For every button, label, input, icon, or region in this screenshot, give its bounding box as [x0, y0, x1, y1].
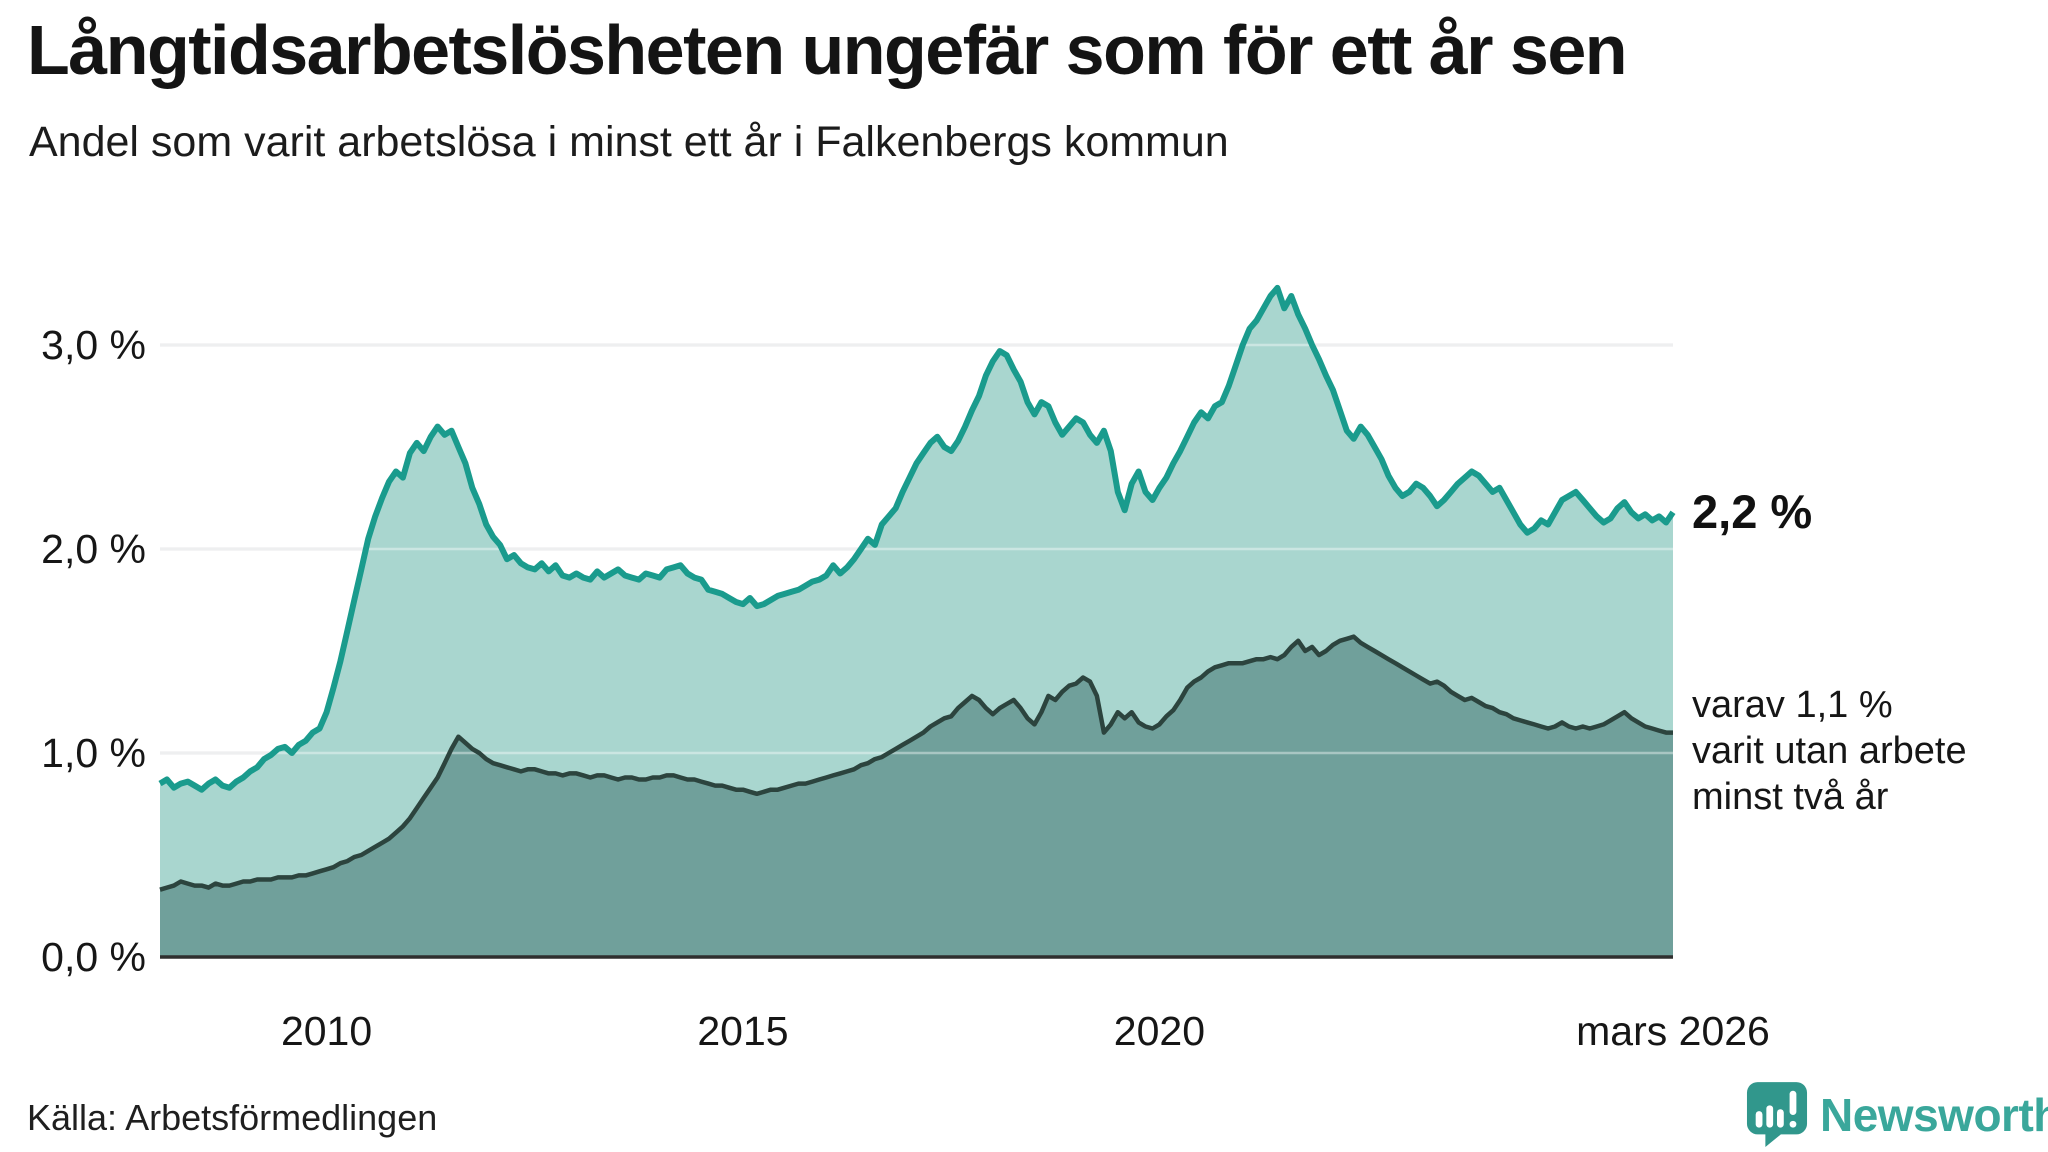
y-axis-label: 2,0 % [41, 526, 146, 572]
total-line [158, 284, 1676, 793]
source-caption: Källa: Arbetsförmedlingen [27, 1097, 438, 1138]
y-axis-label: 3,0 % [41, 322, 146, 368]
page-title: Långtidsarbetslösheten ungefär som för e… [27, 11, 1628, 89]
note-line-3: minst två år [1692, 776, 1889, 818]
y-axis-label: 0,0 % [41, 934, 146, 980]
x-axis-label: 2020 [1113, 1008, 1206, 1054]
two-year-line [159, 634, 1673, 892]
chart-subtitle: Andel som varit arbetslösa i minst ett å… [29, 118, 1229, 166]
bar-chart-speech-bubble-icon [1746, 1082, 1808, 1147]
x-axis-label: 2010 [280, 1008, 373, 1054]
two-year-area-fill [160, 636, 1673, 957]
note-line-1: varav 1,1 % [1692, 684, 1893, 726]
secondary-series-note: varav 1,1 % varit utan arbete minst två … [1692, 682, 1967, 820]
total-end-value-label: 2,2 % [1692, 485, 1813, 538]
y-axis-label: 1,0 % [41, 730, 146, 776]
newsworthy-logo: Newsworthy [1746, 1080, 2048, 1150]
x-axis-label: mars 2026 [1576, 1008, 1770, 1054]
x-axis-label: 2015 [697, 1008, 789, 1054]
newsworthy-logo-text: Newsworthy [1820, 1089, 2048, 1141]
note-line-2: varit utan arbete [1692, 730, 1967, 772]
